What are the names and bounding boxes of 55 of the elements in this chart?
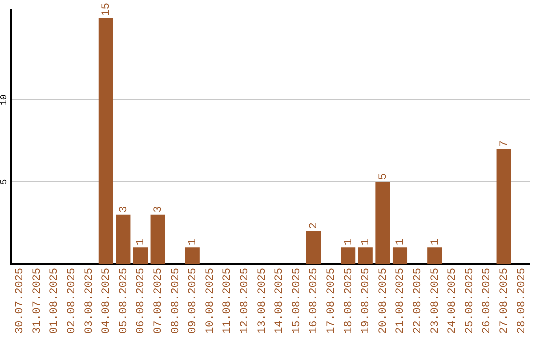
bar (306, 231, 322, 264)
data-label: 1 (188, 238, 200, 246)
bar (150, 214, 166, 264)
data-label: 2 (308, 222, 321, 230)
bar (185, 248, 200, 264)
x-tick-label: 24.08.2025 (447, 268, 460, 334)
x-tick-label: 08.08.2025 (170, 268, 182, 334)
x-tick-label: 19.08.2025 (360, 268, 373, 334)
x-tick-label: 20.08.2025 (378, 268, 390, 334)
x-tick-label: 28.08.2025 (516, 268, 528, 334)
x-tick-label: 27.08.2025 (498, 268, 511, 334)
x-tick-label: 09.08.2025 (188, 268, 200, 334)
x-tick-label: 06.08.2025 (136, 268, 148, 334)
bar (358, 248, 373, 264)
y-tick-label: 10 (0, 94, 10, 106)
x-tick-label: 16.08.2025 (308, 268, 321, 334)
x-tick-label: 12.08.2025 (239, 268, 252, 334)
x-tick-label: 04.08.2025 (101, 268, 114, 334)
x-tick-label: 23.08.2025 (430, 268, 442, 334)
bar (116, 214, 131, 264)
x-tick-label: 03.08.2025 (84, 268, 96, 334)
x-tick-label: 22.08.2025 (412, 268, 424, 334)
bar (341, 248, 356, 264)
x-tick-label: 26.08.2025 (482, 268, 494, 334)
x-tick-label: 30.07.2025 (14, 268, 27, 334)
x-tick-label: 07.08.2025 (152, 268, 165, 334)
data-label: 1 (136, 238, 148, 246)
data-label: 1 (395, 238, 408, 246)
data-label: 1 (360, 238, 373, 246)
x-tick-label: 13.08.2025 (256, 268, 269, 334)
data-label: 1 (343, 238, 356, 246)
bar (428, 248, 442, 264)
data-label: 15 (101, 2, 114, 16)
data-label: 1 (430, 238, 442, 246)
x-tick-label: 15.08.2025 (291, 268, 304, 334)
x-tick-label: 25.08.2025 (464, 268, 476, 334)
bar (98, 18, 114, 264)
bar (496, 149, 512, 264)
x-tick-label: 11.08.2025 (222, 268, 234, 334)
x-tick-label: 10.08.2025 (204, 268, 217, 334)
bar (376, 182, 390, 264)
x-tick-label: 17.08.2025 (326, 268, 338, 334)
data-label: 7 (498, 140, 511, 148)
bar (133, 248, 148, 264)
data-label: 5 (378, 173, 390, 180)
x-tick-label: 14.08.2025 (274, 268, 286, 334)
x-tick-label: 21.08.2025 (395, 268, 408, 334)
x-tick-label: 31.07.2025 (32, 268, 44, 334)
x-tick-label: 02.08.2025 (66, 268, 78, 334)
data-label: 3 (152, 206, 165, 213)
data-label: 3 (118, 206, 130, 213)
x-tick-label: 18.08.2025 (343, 268, 356, 334)
x-tick-label: 05.08.2025 (118, 268, 130, 334)
bar (392, 248, 408, 264)
x-tick-label: 01.08.2025 (49, 268, 62, 334)
